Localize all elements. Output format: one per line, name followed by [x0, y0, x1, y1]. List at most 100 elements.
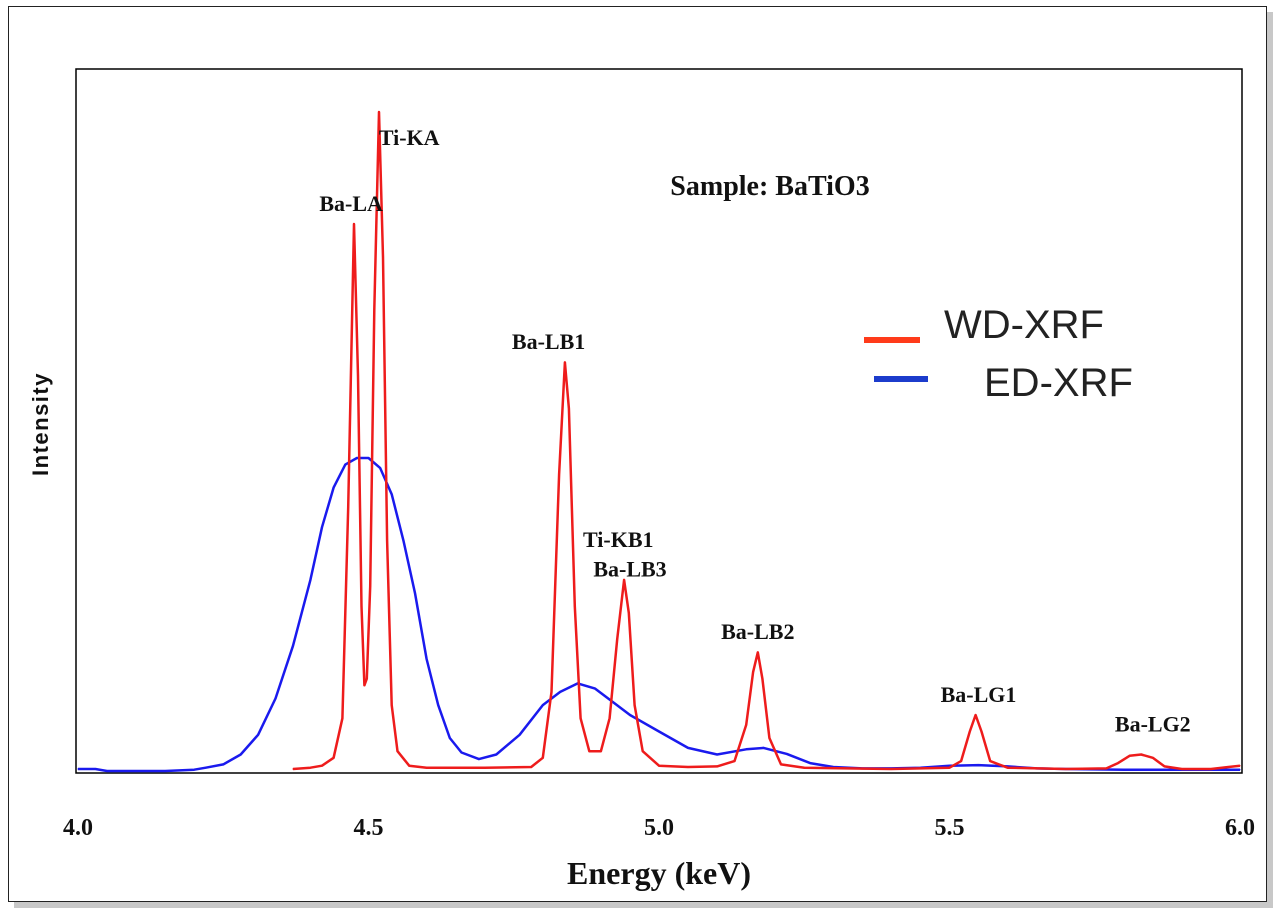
peak-label: Ba-LB1	[512, 329, 585, 354]
data-point	[135, 770, 137, 772]
series-wd-xrf	[292, 110, 1241, 771]
data-point	[495, 753, 497, 756]
x-tick-label: 4.0	[63, 815, 93, 841]
data-point	[716, 753, 718, 756]
x-tick-labels: 4.0 4.5 5.0 5.5 6.0	[63, 815, 1255, 841]
data-point	[558, 473, 560, 475]
legend-label-wd-xrf: WD-XRF	[944, 303, 1104, 347]
data-point	[745, 748, 747, 750]
data-point	[257, 734, 259, 736]
data-point	[379, 467, 381, 469]
data-point	[106, 770, 108, 772]
data-point	[386, 539, 388, 542]
data-point	[989, 760, 991, 762]
data-point	[356, 457, 358, 459]
data-point	[321, 765, 323, 767]
data-point	[588, 750, 590, 752]
data-point	[426, 658, 428, 660]
data-point	[1129, 755, 1131, 757]
data-point	[1105, 767, 1107, 770]
data-point	[629, 714, 631, 716]
data-point	[408, 765, 410, 767]
data-point	[977, 764, 980, 766]
data-point	[623, 579, 625, 581]
data-point	[687, 766, 689, 768]
peak-label: Ba-LB2	[721, 619, 794, 644]
data-point	[1239, 765, 1241, 767]
data-point	[1163, 765, 1166, 768]
x-tick-label: 4.5	[354, 815, 384, 841]
data-point	[803, 767, 805, 769]
data-point	[530, 766, 532, 768]
data-point	[344, 464, 346, 466]
data-point	[786, 753, 788, 755]
data-point	[321, 526, 323, 528]
data-point	[574, 605, 576, 607]
legend-label-ed-xrf: ED-XRF	[984, 361, 1133, 405]
data-point	[1123, 769, 1125, 771]
data-point	[609, 717, 611, 719]
data-point	[363, 684, 365, 686]
peak-label: Ba-LG1	[941, 682, 1017, 707]
x-axis-label: Energy (keV)	[567, 855, 751, 891]
data-point	[426, 767, 428, 769]
data-point	[347, 506, 349, 508]
data-point	[616, 638, 618, 640]
data-point	[309, 579, 311, 581]
peak-label: Ba-LA	[319, 191, 383, 216]
data-point	[757, 651, 759, 654]
data-point	[752, 671, 754, 673]
data-point	[205, 767, 207, 769]
data-point	[580, 717, 582, 719]
data-point	[564, 361, 566, 363]
data-point	[960, 760, 962, 762]
data-point	[449, 737, 451, 739]
data-point	[309, 767, 311, 769]
data-point	[1117, 762, 1119, 764]
data-point	[367, 457, 370, 459]
data-point	[414, 592, 416, 594]
peak-label: Ti-KB1	[583, 527, 654, 552]
data-point	[542, 757, 544, 759]
data-point	[1227, 766, 1229, 768]
data-point	[292, 645, 294, 647]
data-point	[1181, 768, 1183, 770]
plot-area	[75, 68, 1243, 774]
data-point	[975, 714, 977, 716]
peak-label: Ba-LB3	[593, 557, 666, 582]
x-tick-label: 6.0	[1225, 815, 1255, 841]
data-point	[733, 760, 736, 762]
data-point	[658, 730, 660, 733]
data-point	[980, 730, 983, 733]
data-point	[628, 612, 630, 614]
data-point	[369, 585, 371, 588]
data-point	[519, 734, 521, 736]
x-tick-label: 5.0	[644, 815, 674, 841]
data-point	[378, 111, 380, 113]
data-point	[1140, 753, 1142, 756]
data-point	[969, 730, 971, 733]
data-point	[382, 256, 384, 258]
data-point	[333, 487, 335, 489]
chart-title: Sample: BaTiO3	[670, 171, 869, 202]
data-point	[484, 767, 486, 769]
data-point	[948, 765, 951, 767]
data-point	[292, 768, 294, 770]
data-point	[1007, 767, 1009, 769]
data-point	[193, 769, 195, 771]
peak-label: Ti-KA	[379, 125, 440, 150]
data-point	[594, 688, 596, 690]
data-point	[222, 763, 224, 766]
frame-shadow-bottom	[14, 902, 1273, 908]
data-point	[1239, 769, 1241, 771]
peak-annotations: Ba-LA Ti-KA Ba-LB1 Ti-KB1 Ba-LB3 Ba-LB2 Ba-LG1…	[319, 125, 1190, 737]
data-point	[478, 758, 480, 760]
data-point	[634, 704, 636, 706]
data-point	[460, 751, 463, 754]
data-point	[1210, 768, 1212, 770]
data-point	[437, 704, 439, 706]
y-axis-label: Intensity	[28, 372, 53, 476]
data-point	[373, 309, 375, 311]
data-point	[391, 493, 393, 495]
data-point	[396, 750, 399, 752]
